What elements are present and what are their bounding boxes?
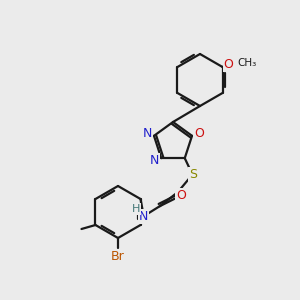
Text: H: H [132,204,140,214]
Text: O: O [176,189,186,202]
Text: N: N [142,127,152,140]
Text: S: S [189,168,197,181]
Text: O: O [194,127,204,140]
Text: Br: Br [111,250,125,262]
Text: CH₃: CH₃ [238,58,257,68]
Text: N: N [150,154,159,167]
Text: O: O [224,58,233,70]
Text: N: N [139,210,148,223]
